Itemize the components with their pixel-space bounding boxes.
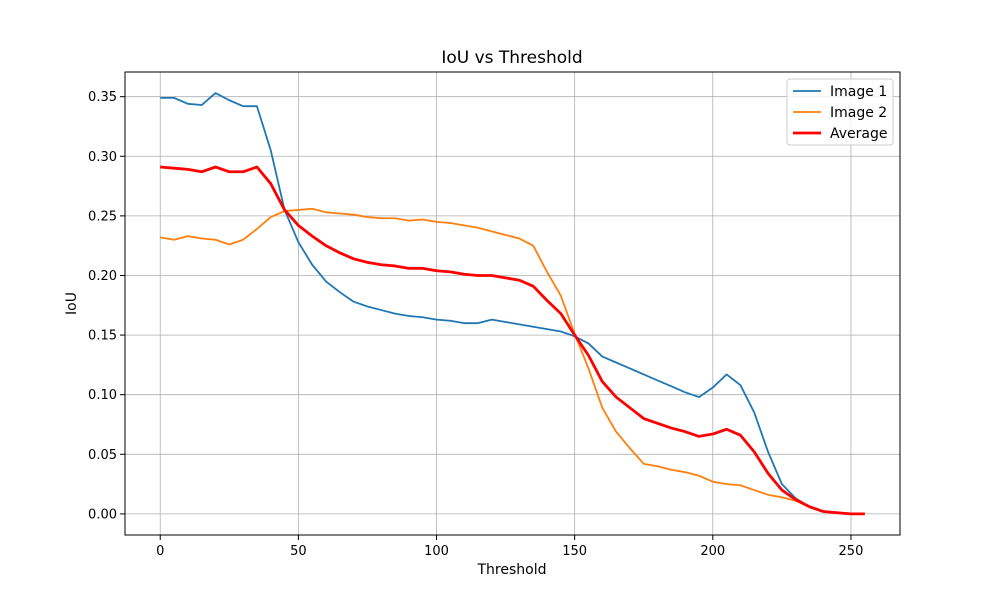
x-tick-label: 200 [700,544,725,559]
x-tick-label: 250 [839,544,864,559]
y-tick-label: 0.10 [88,388,117,403]
y-tick-label: 0.25 [88,209,117,224]
x-tick-label: 0 [156,544,164,559]
y-tick-label: 0.15 [88,329,117,344]
chart-title: IoU vs Threshold [441,48,582,68]
y-axis-ticks: 0.00 0.05 0.10 0.15 0.20 0.25 0.30 0.35 [88,90,125,522]
x-tick-label: 150 [562,544,587,559]
plot-frame [124,71,901,536]
y-tick-label: 0.35 [88,90,117,105]
legend-box [786,78,894,146]
y-tick-label: 0.00 [88,507,117,522]
legend-label: Image 1 [830,84,887,100]
x-tick-label: 100 [424,544,449,559]
legend-label: Image 2 [830,105,887,121]
series-line-average [160,165,865,516]
x-tick-label: 50 [290,544,307,559]
x-axis-ticks: 0 50 100 150 200 250 [156,535,863,559]
series-line-image-2 [160,207,865,515]
y-axis-label: IoU [64,292,80,315]
y-tick-label: 0.05 [88,448,117,463]
grid [125,72,900,535]
series-lines [160,92,865,516]
legend-label: Average [830,126,888,142]
legend: Image 1 Image 2 Average [786,78,894,146]
y-tick-label: 0.20 [88,269,117,284]
y-tick-label: 0.30 [88,150,117,165]
x-axis-label: Threshold [477,562,547,578]
series-line-image-1 [160,92,865,515]
